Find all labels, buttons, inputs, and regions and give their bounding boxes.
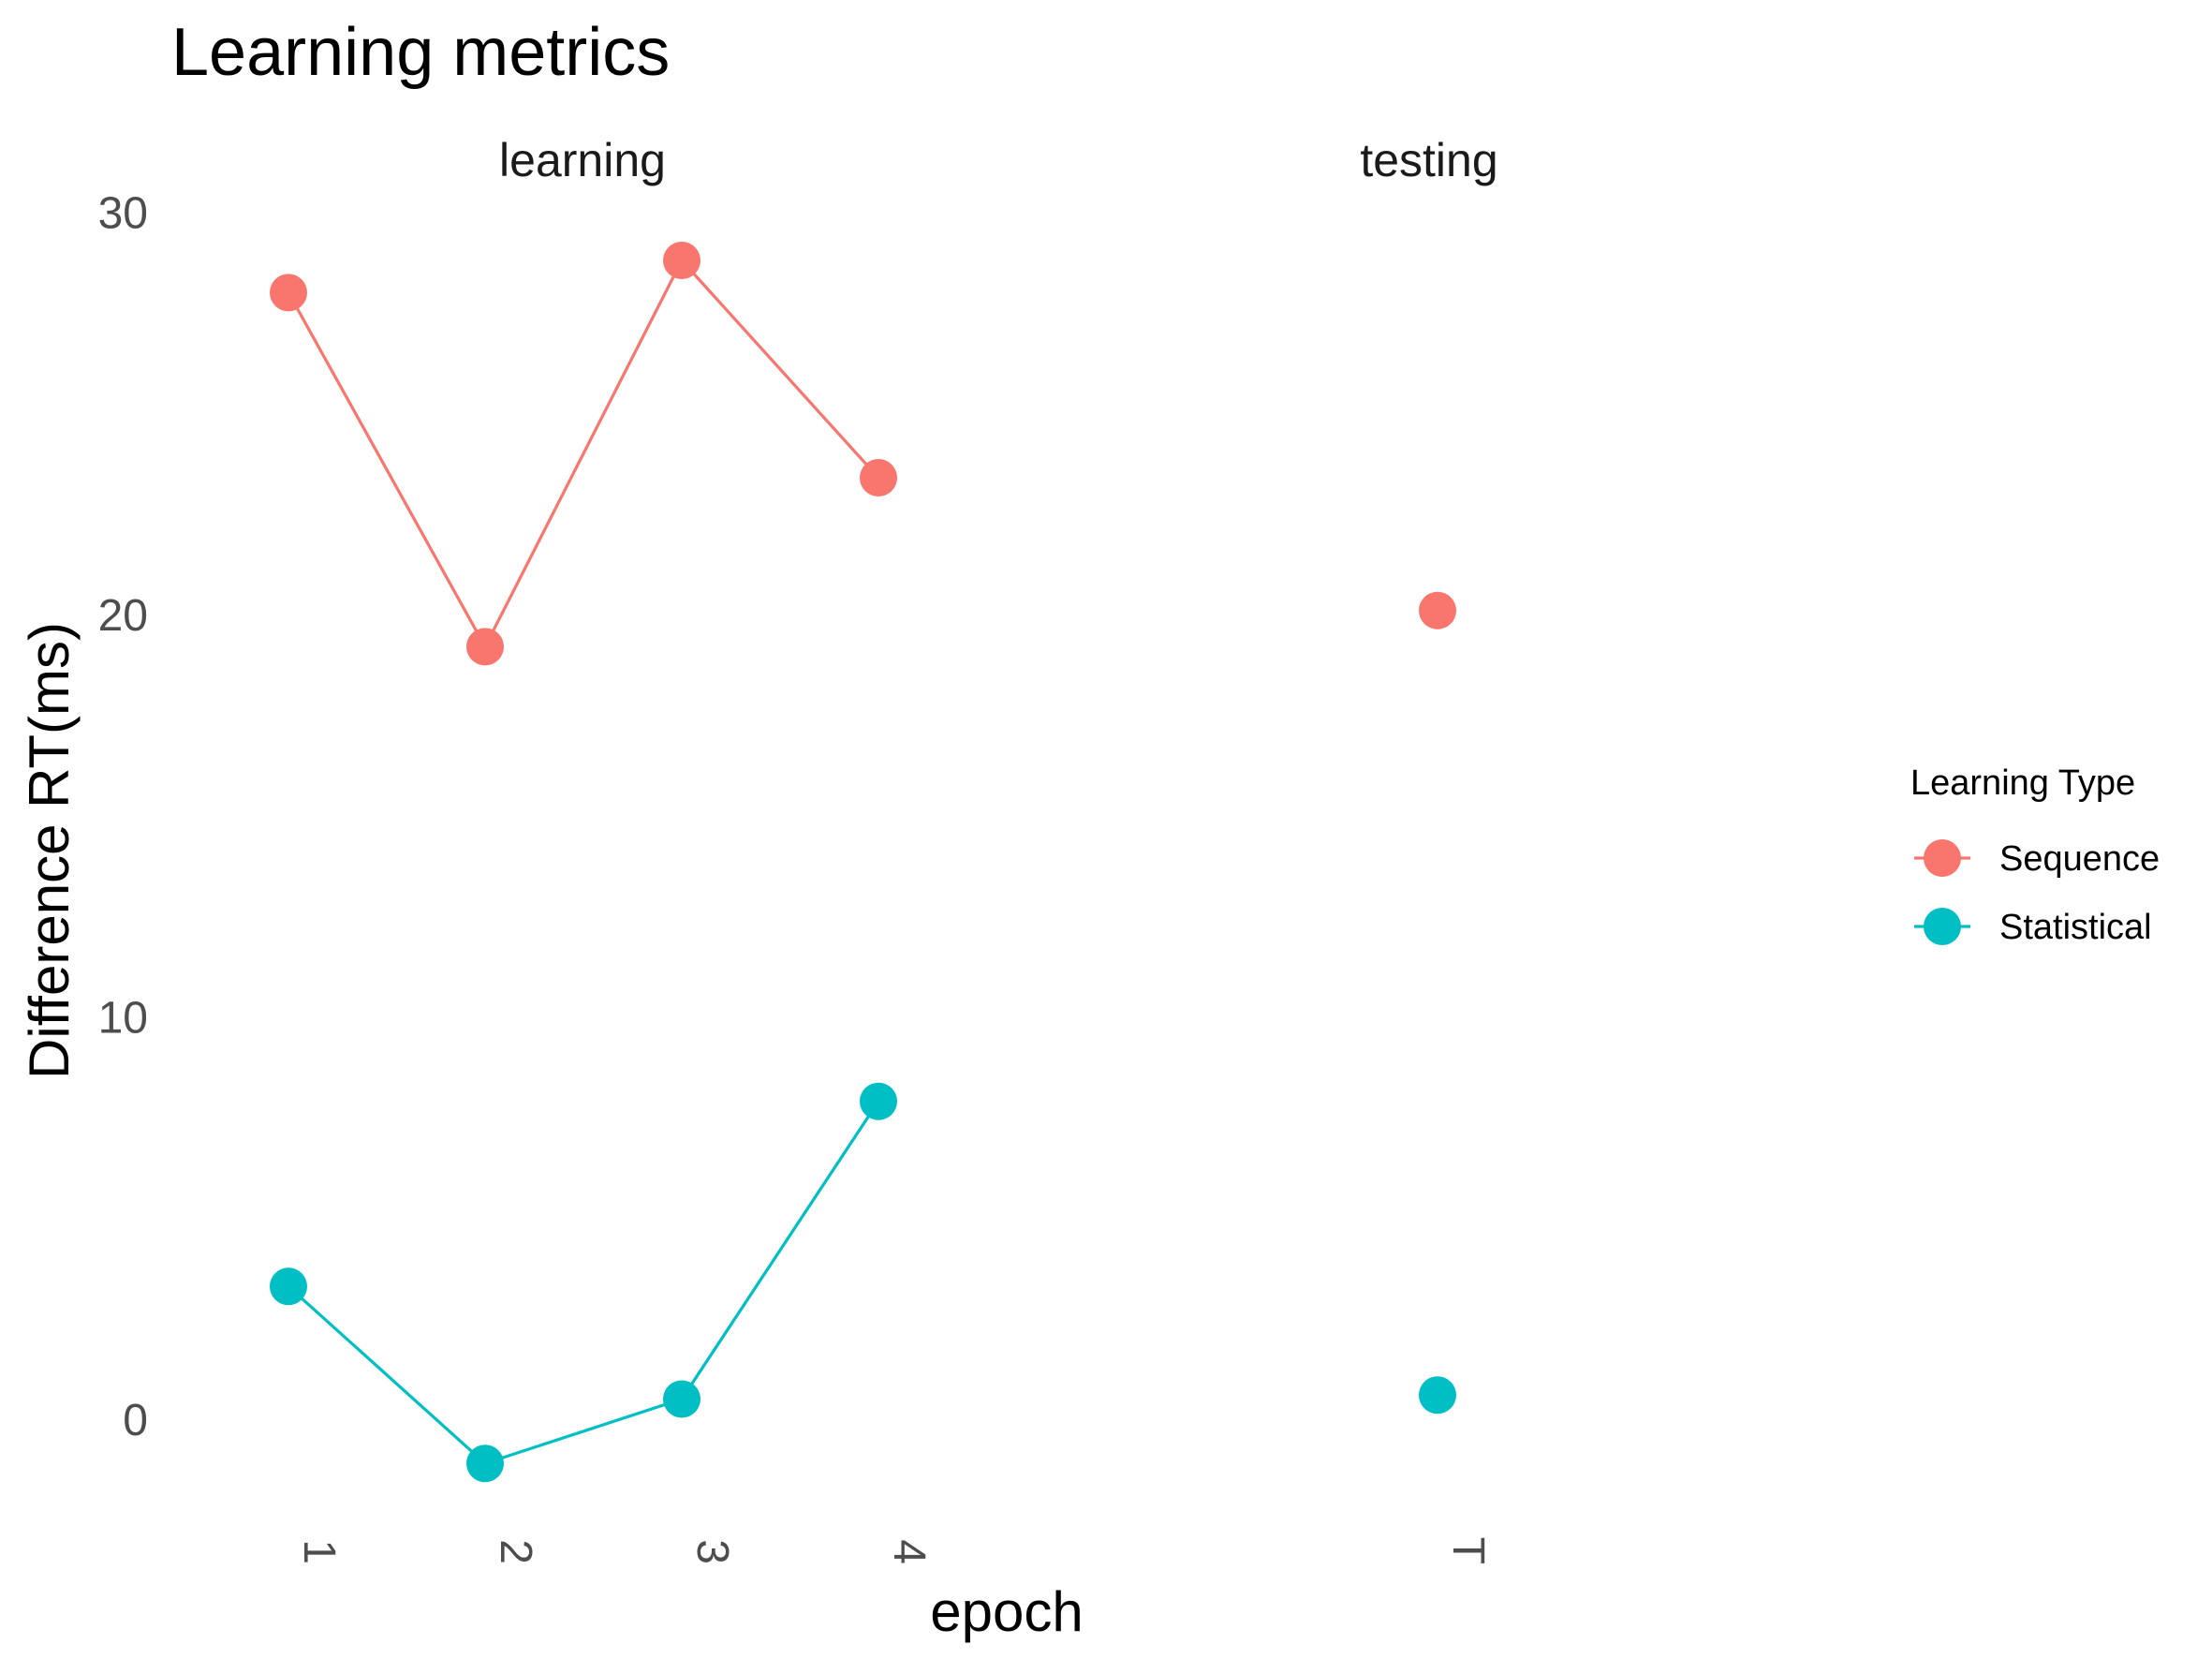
x-axis-ticks: 1 2 3 4 T — [294, 1537, 1493, 1564]
legend-label: Sequence — [1999, 839, 2160, 879]
y-axis-ticks: 0 10 20 30 — [98, 189, 148, 1446]
legend-key-point — [1924, 839, 1961, 877]
series-points — [270, 242, 1456, 1483]
x-tick-label: 3 — [687, 1539, 737, 1564]
x-axis-label: epoch — [930, 1580, 1083, 1643]
x-tick-label: T — [1443, 1537, 1493, 1564]
data-point — [270, 274, 307, 312]
facet-label-testing: testing — [1360, 134, 1497, 186]
series-line — [287, 1100, 880, 1466]
series-lines — [287, 258, 880, 1466]
y-tick-label: 30 — [98, 189, 148, 239]
data-point — [1419, 591, 1456, 630]
chart-title: Learning metrics — [171, 15, 670, 90]
data-point — [270, 1267, 307, 1306]
legend-title: Learning Type — [1910, 763, 2135, 803]
x-tick-label: 4 — [884, 1539, 934, 1564]
data-point — [663, 1380, 700, 1418]
series-line — [287, 258, 880, 650]
legend: Learning Type Sequence Statistical — [1910, 763, 2160, 947]
legend-key-point — [1924, 908, 1961, 945]
y-tick-label: 20 — [98, 591, 148, 641]
y-tick-label: 10 — [98, 994, 148, 1044]
y-tick-label: 0 — [123, 1396, 148, 1445]
legend-label: Statistical — [1999, 908, 2152, 947]
data-point — [466, 1444, 504, 1483]
data-point — [860, 458, 897, 496]
legend-items: Sequence Statistical — [1914, 839, 2160, 947]
y-axis-label: Difference RT(ms) — [18, 622, 81, 1079]
x-tick-label: 1 — [294, 1539, 344, 1564]
data-point — [860, 1082, 897, 1120]
facet-label-learning: learning — [499, 134, 666, 186]
data-point — [663, 242, 700, 280]
data-point — [1419, 1376, 1456, 1415]
x-tick-label: 2 — [491, 1539, 540, 1564]
data-point — [466, 628, 504, 666]
